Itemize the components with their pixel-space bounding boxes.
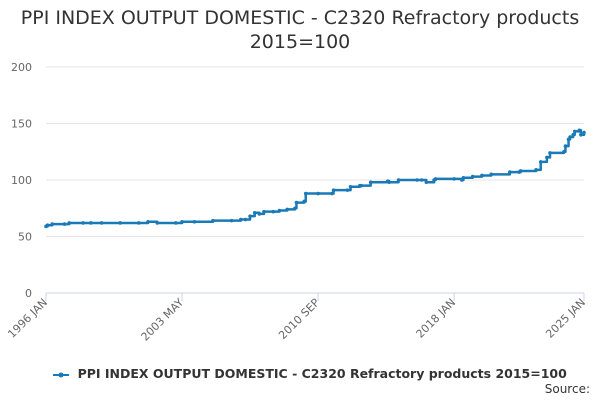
data-point [387, 180, 392, 185]
data-point [316, 191, 320, 196]
data-point [368, 180, 373, 185]
data-point [262, 209, 266, 214]
data-point [45, 223, 50, 227]
data-point [174, 221, 178, 225]
data-point [348, 184, 353, 189]
data-point [293, 206, 297, 211]
data-point [572, 129, 577, 134]
data-point [211, 218, 215, 223]
legend-swatch-icon [53, 372, 70, 377]
data-point [243, 217, 248, 222]
data-point [62, 222, 67, 226]
data-point [424, 180, 429, 185]
data-point [155, 221, 160, 225]
data-point [136, 221, 141, 225]
data-point [89, 221, 93, 225]
data-point [538, 160, 543, 164]
data-point [518, 169, 523, 173]
data-point [415, 178, 419, 182]
data-point [118, 221, 123, 225]
data-point [359, 183, 364, 188]
data-point [67, 221, 71, 225]
data-point [419, 178, 424, 182]
data-point [99, 221, 104, 225]
x-tick-label: 1996 JAN [5, 296, 50, 341]
data-point [461, 175, 466, 180]
data-point [302, 199, 306, 204]
data-point [277, 208, 282, 213]
data-point [571, 133, 575, 137]
data-point [50, 222, 54, 226]
chart-title: PPI INDEX OUTPUT DOMESTIC - C2320 Refrac… [0, 6, 600, 54]
data-point [562, 149, 566, 154]
chart-title-line-1: PPI INDEX OUTPUT DOMESTIC - C2320 Refrac… [20, 7, 580, 29]
data-point [452, 177, 456, 181]
data-point [345, 188, 350, 192]
data-point [331, 188, 336, 192]
data-point [507, 170, 512, 174]
data-point [257, 212, 262, 216]
data-point [238, 217, 243, 222]
series-line [46, 129, 586, 228]
data-point [330, 191, 334, 196]
data-point [568, 135, 572, 139]
x-tick-label: 2010 SEP [276, 296, 322, 342]
data-point [192, 220, 197, 224]
source-label: Source: [544, 382, 590, 396]
data-point [545, 155, 549, 160]
gridlines [46, 66, 584, 237]
data-point [271, 209, 276, 214]
data-point [489, 172, 494, 177]
legend-label: PPI INDEX OUTPUT DOMESTIC - C2320 Refrac… [77, 366, 567, 381]
series-layer [44, 128, 586, 229]
data-point [146, 220, 150, 224]
y-tick-label: 0 [25, 287, 32, 300]
data-point [563, 144, 568, 148]
chart-title-line-2: 2015=100 [249, 31, 351, 53]
data-point [303, 191, 308, 196]
data-point [582, 130, 586, 135]
data-point [480, 173, 484, 178]
data-point [534, 168, 538, 172]
x-tick-label: 2003 MAY [139, 296, 187, 344]
data-point [548, 151, 552, 155]
data-point [294, 200, 299, 205]
data-point [396, 178, 401, 182]
data-point [81, 221, 85, 225]
data-point [285, 207, 289, 212]
x-tick-label: 2025 JAN [543, 296, 588, 341]
data-point [248, 214, 252, 218]
data-point [579, 133, 583, 137]
data-point [470, 174, 475, 179]
data-point [433, 177, 438, 181]
y-tick-label: 100 [11, 174, 32, 187]
data-point [229, 218, 234, 223]
data-point [180, 220, 184, 224]
legend[interactable]: PPI INDEX OUTPUT DOMESTIC - C2320 Refrac… [50, 366, 570, 381]
x-tick-label: 2018 JAN [414, 296, 459, 341]
data-point [252, 210, 257, 215]
y-tick-label: 200 [11, 61, 32, 74]
data-point [577, 128, 582, 133]
y-tick-label: 150 [11, 118, 32, 131]
y-tick-label: 50 [18, 231, 32, 244]
